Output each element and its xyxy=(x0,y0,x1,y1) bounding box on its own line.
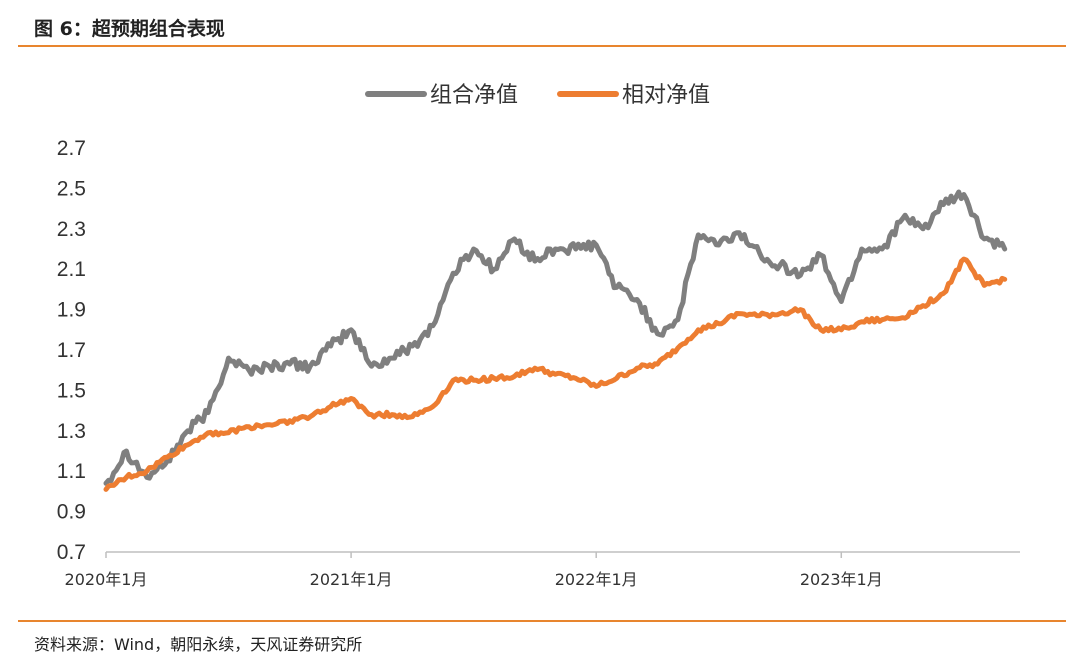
chart-series xyxy=(103,189,1008,492)
series-line xyxy=(103,256,1008,492)
y-tick-label: 2.5 xyxy=(57,177,86,200)
chart-legend: 组合净值 相对净值 xyxy=(365,83,710,108)
series-line xyxy=(103,189,1008,486)
chart-axes: 0.7 0.9 1.1 1.3 1.5 1.7 1.9 2.1 2.3 2.5 2.7 2020年1月… xyxy=(57,137,1020,589)
y-tick-label: 0.7 xyxy=(57,541,86,564)
y-tick-label: 2.7 xyxy=(57,137,86,160)
y-tick-label: 2.1 xyxy=(57,258,86,281)
y-tick-label: 1.1 xyxy=(57,460,86,483)
y-tick-label: 1.9 xyxy=(57,299,86,322)
x-tick-label: 2020年1月 xyxy=(65,570,148,589)
source-note: 资料来源：Wind，朝阳永续，天风证券研究所 xyxy=(34,635,363,654)
y-tick-label: 1.5 xyxy=(57,379,86,402)
x-tick-label: 2023年1月 xyxy=(800,570,883,589)
legend-label: 相对净值 xyxy=(622,83,710,108)
y-tick-label: 0.9 xyxy=(57,501,86,524)
legend-label: 组合净值 xyxy=(430,83,518,108)
title-divider xyxy=(18,45,1066,47)
y-tick-label: 1.7 xyxy=(57,339,86,362)
x-tick-label: 2021年1月 xyxy=(310,570,393,589)
y-tick-label: 1.3 xyxy=(57,420,86,443)
footer-divider xyxy=(18,620,1066,622)
figure-title: 图 6：超预期组合表现 xyxy=(34,18,225,40)
line-chart: 组合净值 相对净值 0.7 0.9 1.1 1.3 1.5 1.7 1.9 2.1 2.3 2.5 2… xyxy=(57,83,1020,589)
y-tick-label: 2.3 xyxy=(57,218,86,241)
x-tick-label: 2022年1月 xyxy=(555,570,638,589)
